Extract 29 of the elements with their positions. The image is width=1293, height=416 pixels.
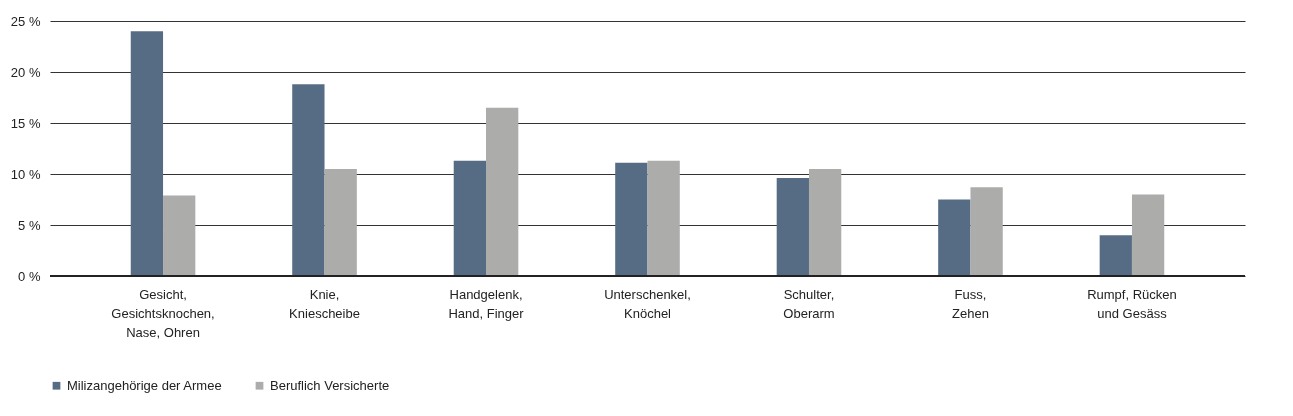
y-tick-label: 0 % <box>18 268 41 284</box>
bar <box>1131 194 1165 276</box>
bar <box>486 107 519 276</box>
y-tick-label: 25 % <box>10 13 41 29</box>
bar <box>453 160 487 276</box>
bar <box>1099 235 1132 276</box>
bar <box>163 195 196 276</box>
x-tick-label: Knie, Kniescheibe <box>289 286 360 321</box>
bar <box>808 168 842 276</box>
bar <box>776 178 809 276</box>
bar <box>292 84 325 276</box>
y-tick-label: 20 % <box>10 64 41 80</box>
bar <box>130 31 164 276</box>
legend-label: Beruflich Versicherte <box>270 377 390 393</box>
bar <box>324 168 357 276</box>
bar <box>938 199 971 276</box>
x-tick-label: Fuss, Zehen <box>952 286 989 321</box>
legend-label: Milizangehörige der Armee <box>67 377 222 393</box>
bar <box>647 160 680 276</box>
x-tick-label: Handgelenk, Hand, Finger <box>448 286 525 321</box>
x-tick-label: Gesicht, Gesichtsknochen, Nase, Ohren <box>111 286 215 340</box>
y-tick-label: 10 % <box>10 166 41 182</box>
x-tick-label: Rumpf, Rücken und Gesäss <box>1087 286 1177 321</box>
x-tick-label: Unterschenkel, Knöchel <box>604 286 691 321</box>
bar <box>615 162 648 276</box>
x-tick-label: Schulter, Oberarm <box>783 286 835 321</box>
y-tick-label: 15 % <box>10 115 41 131</box>
bar <box>970 187 1003 276</box>
y-tick-label: 5 % <box>18 217 41 233</box>
